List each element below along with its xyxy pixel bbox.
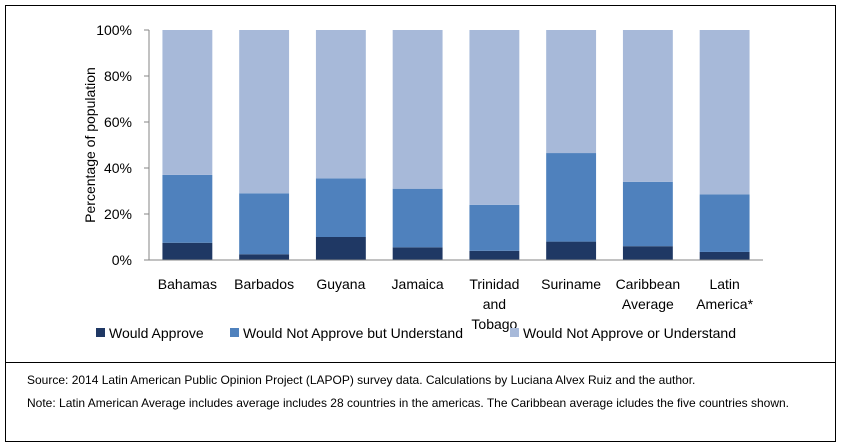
y-axis-label: Percentage of population	[82, 67, 98, 223]
y-tick-label: 40%	[104, 160, 132, 176]
bar-segment	[546, 241, 597, 260]
bar-segment	[546, 153, 597, 242]
x-tick-label: Caribbean	[616, 276, 681, 292]
y-tick-label: 60%	[104, 114, 132, 130]
x-tick-label: Barbados	[234, 276, 294, 292]
bar-segment	[392, 30, 443, 189]
bar-segment	[392, 247, 443, 260]
bars-group	[149, 30, 763, 261]
bar-segment	[469, 250, 520, 260]
bar-segment	[239, 193, 290, 255]
y-tick-label: 0%	[112, 252, 132, 268]
stacked-bar-chart: Percentage of population 0% 20% 40% 60% 80% 1…	[82, 22, 763, 341]
notes-divider	[5, 362, 836, 363]
bar-segment	[469, 204, 520, 251]
x-tick-label: Latin	[709, 276, 739, 292]
bar-segment	[162, 242, 213, 260]
bar-segment	[546, 30, 597, 154]
legend-label: Would Approve	[109, 325, 204, 341]
legend-swatch	[230, 328, 239, 337]
bar-segment	[315, 237, 366, 260]
legend-swatch	[510, 328, 519, 337]
bar-segment	[315, 178, 366, 237]
x-tick-label: Trinidad	[469, 276, 519, 292]
y-axis: 0% 20% 40% 60% 80% 100%	[96, 22, 150, 268]
x-tick-label: Jamaica	[392, 276, 444, 292]
x-tick-label: Bahamas	[158, 276, 217, 292]
bar-segment	[162, 174, 213, 243]
x-axis-labels: Bahamas Barbados Guyana Jamaica Trinidad and T…	[158, 276, 754, 332]
bar-segment	[392, 188, 443, 248]
bar-segment	[239, 254, 290, 260]
source-note: Source: 2014 Latin American Public Opini…	[27, 373, 696, 387]
bar-segment	[239, 30, 290, 194]
x-tick-label: Tobago	[471, 316, 517, 332]
x-tick-label: and	[483, 296, 506, 312]
legend-swatch	[96, 328, 105, 337]
legend-label: Would Not Approve but Understand	[243, 325, 463, 341]
bar-segment	[469, 30, 520, 205]
x-tick-label: America*	[696, 296, 753, 312]
x-tick-label: Average	[622, 296, 674, 312]
bar-segment	[622, 181, 673, 247]
bar-segment	[162, 30, 213, 175]
bar-segment	[699, 30, 750, 195]
y-tick-label: 100%	[96, 22, 132, 38]
x-tick-label: Suriname	[541, 276, 601, 292]
x-tick-label: Guyana	[316, 276, 365, 292]
legend-label: Would Not Approve or Understand	[523, 325, 736, 341]
bar-segment	[699, 251, 750, 260]
bar-segment	[622, 246, 673, 260]
y-tick-label: 20%	[104, 206, 132, 222]
chart-notes: Source: 2014 Latin American Public Opini…	[27, 373, 822, 419]
bar-segment	[699, 194, 750, 252]
bar-segment	[315, 30, 366, 179]
legend: Would Approve Would Not Approve but Under…	[96, 325, 736, 341]
explanatory-note: Note: Latin American Average includes av…	[27, 396, 789, 410]
y-tick-label: 80%	[104, 68, 132, 84]
bar-segment	[622, 30, 673, 182]
